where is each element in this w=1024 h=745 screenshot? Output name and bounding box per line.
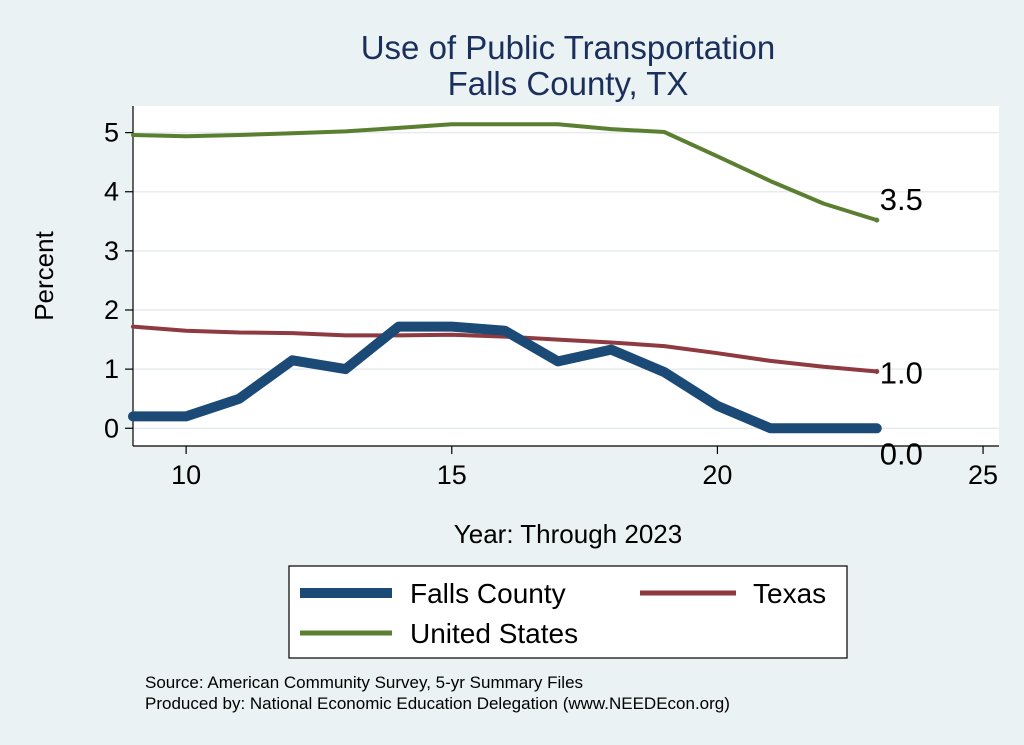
y-tick-label: 4 (104, 177, 119, 207)
y-axis-label: Percent (29, 230, 59, 320)
x-tick-label: 10 (171, 460, 201, 490)
end-marker (874, 368, 880, 374)
legend-label-falls-county: Falls County (410, 578, 566, 609)
chart-title: Use of Public Transportation (361, 29, 776, 66)
end-label: 3.5 (880, 182, 923, 217)
legend-box (288, 565, 848, 659)
producer-note: Produced by: National Economic Education… (145, 694, 730, 713)
end-marker (874, 425, 880, 431)
series-line-texas (131, 324, 879, 374)
end-label: 1.0 (880, 355, 923, 390)
legend-label-texas: Texas (753, 578, 826, 609)
end-labels: 0.0 1.0 3.5 (874, 182, 923, 471)
y-tick-label: 3 (104, 236, 119, 266)
x-axis-label: Year: Through 2023 (454, 519, 682, 549)
y-tick-label: 2 (104, 295, 119, 325)
chart-subtitle: Falls County, TX (448, 65, 689, 102)
legend-label-united-states: United States (410, 618, 578, 649)
x-tick-label: 15 (437, 460, 467, 490)
source-note: Source: American Community Survey, 5-yr … (145, 673, 583, 692)
series-line-united-states (131, 122, 879, 223)
x-axis: 10 15 20 25 (133, 445, 999, 490)
y-tick-label: 0 (104, 413, 119, 443)
y-axis-ticks: 0 1 2 3 4 5 (104, 106, 134, 446)
x-tick-label: 25 (968, 460, 998, 490)
y-tick-label: 1 (104, 354, 119, 384)
y-tick-label: 5 (104, 118, 119, 148)
plot-area (133, 106, 999, 446)
legend: Falls County Texas United States (288, 565, 848, 659)
x-tick-label: 20 (702, 460, 732, 490)
series-lines (128, 122, 882, 434)
series-line-falls-county (128, 321, 882, 434)
end-label: 0.0 (880, 436, 923, 471)
end-marker (874, 217, 880, 223)
